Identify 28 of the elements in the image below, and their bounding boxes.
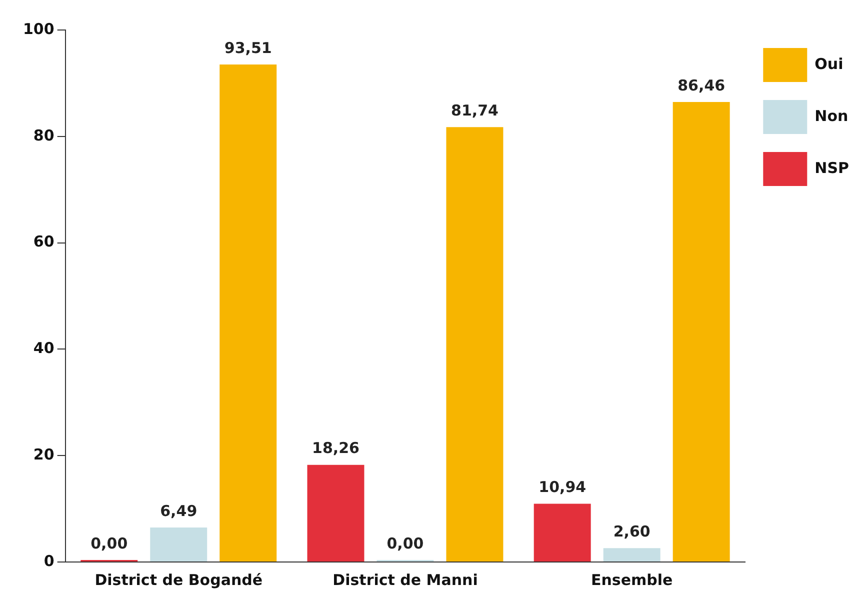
x-tick-label: District de Bogandé [94, 570, 263, 589]
x-tick-label: Ensemble [590, 570, 673, 589]
legend-label: NSP [814, 158, 850, 177]
data-label: 6,49 [160, 502, 198, 520]
x-tick-label: District de Manni [332, 570, 478, 589]
data-label: 93,51 [224, 38, 272, 57]
data-label: 0,00 [386, 534, 424, 552]
y-tick-label: 60 [33, 232, 54, 251]
y-tick-label: 40 [33, 339, 54, 358]
legend-label: Non [814, 106, 848, 125]
bar [603, 548, 660, 562]
y-tick-label: 0 [44, 552, 54, 570]
legend-label: Oui [814, 54, 844, 73]
bar [534, 504, 591, 562]
y-tick-label: 100 [23, 20, 54, 38]
data-label: 2,60 [613, 522, 650, 541]
data-label: 81,74 [451, 102, 498, 120]
data-label: 10,94 [538, 478, 586, 496]
bar [150, 527, 208, 562]
bar [220, 64, 277, 562]
bar [672, 102, 730, 562]
y-tick-label: 80 [33, 126, 54, 144]
data-label: 18,26 [312, 439, 360, 458]
bar [446, 127, 504, 562]
data-label: 86,46 [678, 76, 726, 94]
data-label: 0,00 [90, 534, 128, 552]
y-tick-label: 20 [33, 445, 54, 464]
bar [307, 464, 364, 562]
